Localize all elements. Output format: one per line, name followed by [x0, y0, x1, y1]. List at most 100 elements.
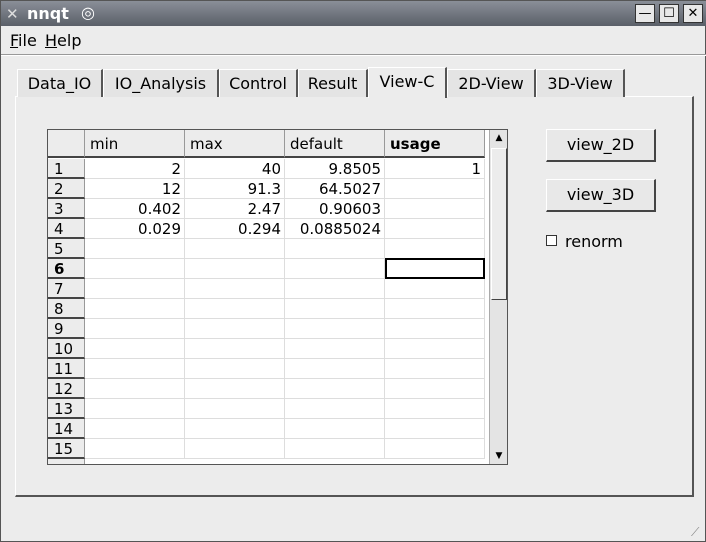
- table-cell[interactable]: 64.5027: [285, 179, 385, 199]
- tab[interactable]: Result: [298, 69, 368, 97]
- table-cell[interactable]: [185, 439, 285, 459]
- maximize-button[interactable]: ☐: [659, 4, 679, 23]
- row-header[interactable]: 1: [48, 159, 85, 179]
- table-cell[interactable]: [85, 359, 185, 379]
- menu-item[interactable]: Help: [45, 31, 82, 50]
- table-cell[interactable]: [385, 399, 485, 419]
- table-cell[interactable]: [385, 299, 485, 319]
- resize-grip[interactable]: ⟋: [691, 525, 700, 539]
- row-header[interactable]: 9: [48, 319, 85, 339]
- button[interactable]: view_3D: [546, 179, 656, 212]
- table-cell[interactable]: [185, 419, 285, 439]
- table-cell[interactable]: [85, 339, 185, 359]
- row-header[interactable]: 8: [48, 299, 85, 319]
- table-cell[interactable]: [285, 259, 385, 279]
- table-cell[interactable]: 9.8505: [285, 159, 385, 179]
- tab[interactable]: IO_Analysis: [103, 69, 219, 97]
- table-cell[interactable]: [385, 359, 485, 379]
- table-cell[interactable]: [285, 279, 385, 299]
- table-cell[interactable]: 0.029: [85, 219, 185, 239]
- table-cell[interactable]: [185, 339, 285, 359]
- table-cell[interactable]: 40: [185, 159, 285, 179]
- row-header[interactable]: 12: [48, 379, 85, 399]
- table-cell[interactable]: [385, 179, 485, 199]
- table-cell[interactable]: [285, 439, 385, 459]
- table-cell[interactable]: [285, 299, 385, 319]
- table-cell[interactable]: [85, 259, 185, 279]
- tab[interactable]: View-C: [368, 67, 447, 98]
- table-cell[interactable]: [85, 279, 185, 299]
- table-cell[interactable]: [85, 239, 185, 259]
- tab[interactable]: Control: [219, 69, 298, 97]
- table-cell[interactable]: [285, 319, 385, 339]
- scrollbar[interactable]: ▲ ▼: [489, 130, 507, 464]
- table-cell[interactable]: [285, 359, 385, 379]
- table-cell[interactable]: [185, 239, 285, 259]
- tab[interactable]: Data_IO: [17, 69, 103, 97]
- table-cell[interactable]: 0.294: [185, 219, 285, 239]
- table-cell[interactable]: [285, 239, 385, 259]
- table-cell[interactable]: [285, 419, 385, 439]
- table-cell[interactable]: [385, 239, 485, 259]
- menu-item[interactable]: File: [10, 31, 37, 50]
- checkbox[interactable]: [546, 235, 557, 246]
- table-cell[interactable]: [385, 439, 485, 459]
- table-cell[interactable]: [285, 379, 385, 399]
- table-cell[interactable]: [285, 339, 385, 359]
- table-cell[interactable]: 2.47: [185, 199, 285, 219]
- scroll-thumb[interactable]: [491, 148, 507, 300]
- row-header[interactable]: 10: [48, 339, 85, 359]
- row-header[interactable]: 11: [48, 359, 85, 379]
- table-cell[interactable]: [385, 339, 485, 359]
- row-header[interactable]: 6: [48, 259, 85, 279]
- table-cell[interactable]: [385, 219, 485, 239]
- menu-icon[interactable]: ◎: [81, 3, 95, 22]
- table-cell[interactable]: 2: [85, 159, 185, 179]
- table-cell[interactable]: 0.402: [85, 199, 185, 219]
- table-cell[interactable]: [185, 259, 285, 279]
- tab[interactable]: 3D-View: [536, 69, 625, 97]
- table-cell[interactable]: [85, 399, 185, 419]
- table-cell[interactable]: [85, 299, 185, 319]
- table-cell[interactable]: 0.90603: [285, 199, 385, 219]
- selected-cell[interactable]: [385, 258, 485, 279]
- table-cell[interactable]: 91.3: [185, 179, 285, 199]
- row-header[interactable]: 2: [48, 179, 85, 199]
- table-cell[interactable]: [185, 359, 285, 379]
- row-header[interactable]: 13: [48, 399, 85, 419]
- table-cell[interactable]: [85, 439, 185, 459]
- row-header[interactable]: 14: [48, 419, 85, 439]
- scroll-up[interactable]: ▲: [495, 133, 503, 143]
- table-cell[interactable]: [85, 419, 185, 439]
- row-header[interactable]: 15: [48, 439, 85, 459]
- row-header[interactable]: 4: [48, 219, 85, 239]
- column-header[interactable]: default: [285, 130, 385, 158]
- table-cell[interactable]: [385, 419, 485, 439]
- table-cell[interactable]: [385, 199, 485, 219]
- column-header[interactable]: usage: [385, 130, 485, 158]
- table-cell[interactable]: 0.0885024: [285, 219, 385, 239]
- button[interactable]: view_2D: [546, 129, 656, 162]
- table-cell[interactable]: 12: [85, 179, 185, 199]
- table-cell[interactable]: [285, 399, 385, 419]
- table-cell[interactable]: [185, 279, 285, 299]
- table-cell[interactable]: [385, 279, 485, 299]
- column-header[interactable]: max: [185, 130, 285, 158]
- checkbox-label[interactable]: renorm: [565, 232, 623, 251]
- table-cell[interactable]: [85, 319, 185, 339]
- row-header[interactable]: 5: [48, 239, 85, 259]
- table-cell[interactable]: [185, 399, 285, 419]
- minimize-button[interactable]: —: [635, 4, 655, 23]
- table-cell[interactable]: [185, 319, 285, 339]
- close-button[interactable]: ✕: [683, 4, 703, 23]
- table-cell[interactable]: [185, 379, 285, 399]
- tab[interactable]: 2D-View: [447, 69, 536, 97]
- table-cell[interactable]: [85, 379, 185, 399]
- scroll-down[interactable]: ▼: [495, 451, 503, 461]
- column-header[interactable]: min: [85, 130, 185, 158]
- row-header[interactable]: 7: [48, 279, 85, 299]
- row-header[interactable]: 3: [48, 199, 85, 219]
- table-cell[interactable]: 1: [385, 159, 485, 179]
- table-cell[interactable]: [385, 319, 485, 339]
- table-cell[interactable]: [385, 379, 485, 399]
